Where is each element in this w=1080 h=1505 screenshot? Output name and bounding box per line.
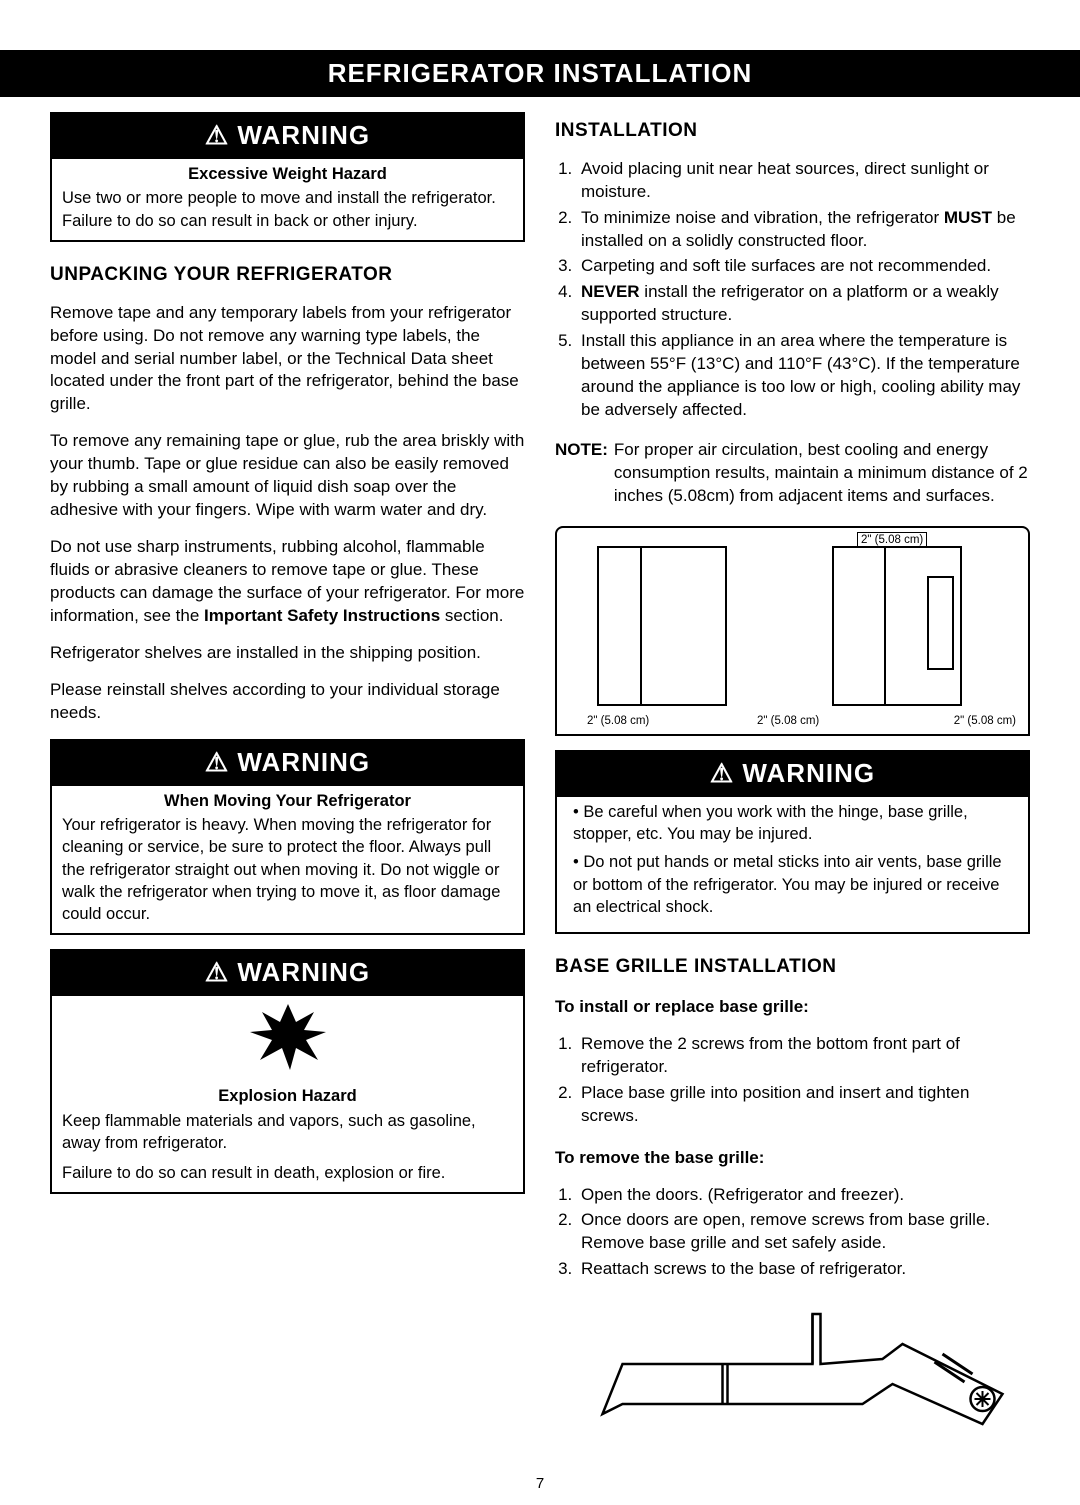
warning-explosion: ⚠ WARNING Explosion Hazard Keep flammabl…: [50, 949, 525, 1194]
text-bold: MUST: [944, 208, 992, 227]
list-item: Once doors are open, remove screws from …: [577, 1209, 1030, 1255]
dimension-label: 2" (5.08 cm): [954, 714, 1016, 730]
warning-header: ⚠ WARNING: [52, 114, 523, 159]
fridge-front-icon: [597, 546, 727, 706]
section-heading-unpacking: UNPACKING YOUR REFRIGERATOR: [50, 262, 525, 288]
body-text: Please reinstall shelves according to yo…: [50, 679, 525, 725]
warning-text: Failure to do so can result in death, ex…: [62, 1162, 513, 1184]
warning-hinge: ⚠ WARNING Be careful when you work with …: [555, 750, 1030, 934]
warning-header: ⚠ WARNING: [52, 741, 523, 786]
warning-text: Use two or more people to move and insta…: [62, 187, 513, 209]
text: To minimize noise and vibration, the ref…: [581, 208, 944, 227]
explosion-icon: [52, 996, 523, 1081]
list-item: To minimize noise and vibration, the ref…: [577, 207, 1030, 253]
text-bold: Important Safety Instructions: [204, 606, 440, 625]
note-text: For proper air circulation, best cooling…: [614, 439, 1030, 508]
warning-bullet: Do not put hands or metal sticks into ai…: [573, 851, 1018, 918]
warning-header: ⚠ WARNING: [52, 951, 523, 996]
content-area: ⚠ WARNING Excessive Weight Hazard Use tw…: [0, 97, 1080, 1464]
section-heading-basegrille: BASE GRILLE INSTALLATION: [555, 954, 1030, 980]
body-text: Do not use sharp instruments, rubbing al…: [50, 536, 525, 628]
list-item: Remove the 2 screws from the bottom fron…: [577, 1033, 1030, 1079]
list-item: Open the doors. (Refrigerator and freeze…: [577, 1184, 1030, 1207]
subheading: To remove the base grille:: [555, 1147, 1030, 1170]
warning-body: Be careful when you work with the hinge,…: [557, 797, 1028, 932]
warning-subtitle: Explosion Hazard: [62, 1085, 513, 1107]
list-item: Carpeting and soft tile surfaces are not…: [577, 255, 1030, 278]
list-item: NEVER install the refrigerator on a plat…: [577, 281, 1030, 327]
text: section.: [440, 606, 503, 625]
subheading: To install or replace base grille:: [555, 996, 1030, 1019]
body-text: Refrigerator shelves are installed in th…: [50, 642, 525, 665]
page-number: 7: [0, 1464, 1080, 1504]
dimension-label: 2" (5.08 cm): [757, 714, 819, 730]
list-item: Install this appliance in an area where …: [577, 330, 1030, 422]
clearance-diagram: 2" (5.08 cm) 2" (5.08 cm) 2" (5.08 cm) 2…: [555, 526, 1030, 736]
warning-excessive-weight: ⚠ WARNING Excessive Weight Hazard Use tw…: [50, 112, 525, 242]
body-text: Remove tape and any temporary labels fro…: [50, 302, 525, 417]
note-label: NOTE:: [555, 439, 608, 508]
list-item: Avoid placing unit near heat sources, di…: [577, 158, 1030, 204]
fridge-side-icon: [832, 546, 962, 706]
warning-header: ⚠ WARNING: [557, 752, 1028, 797]
installation-list: Avoid placing unit near heat sources, di…: [555, 158, 1030, 425]
section-heading-installation: INSTALLATION: [555, 118, 1030, 144]
warning-text: Failure to do so can result in back or o…: [62, 210, 513, 232]
remove-list: Open the doors. (Refrigerator and freeze…: [555, 1184, 1030, 1285]
right-column: INSTALLATION Avoid placing unit near hea…: [555, 112, 1030, 1434]
warning-text: Your refrigerator is heavy. When moving …: [62, 814, 513, 925]
list-item: Reattach screws to the base of refrigera…: [577, 1258, 1030, 1281]
warning-text: Keep flammable materials and vapors, suc…: [62, 1110, 513, 1155]
body-text: To remove any remaining tape or glue, ru…: [50, 430, 525, 522]
page-title-bar: REFRIGERATOR INSTALLATION: [0, 50, 1080, 97]
warning-body: Excessive Weight Hazard Use two or more …: [52, 159, 523, 240]
grille-diagram: [555, 1304, 1030, 1434]
warning-body: When Moving Your Refrigerator Your refri…: [52, 786, 523, 934]
warning-bullet: Be careful when you work with the hinge,…: [573, 801, 1018, 846]
text: install the refrigerator on a platform o…: [581, 282, 999, 324]
warning-subtitle: When Moving Your Refrigerator: [62, 790, 513, 812]
warning-moving: ⚠ WARNING When Moving Your Refrigerator …: [50, 739, 525, 936]
install-list: Remove the 2 screws from the bottom fron…: [555, 1033, 1030, 1131]
dimension-label: 2" (5.08 cm): [587, 714, 649, 730]
warning-body: Explosion Hazard Keep flammable material…: [52, 1081, 523, 1192]
note: NOTE: For proper air circulation, best c…: [555, 439, 1030, 508]
left-column: ⚠ WARNING Excessive Weight Hazard Use tw…: [50, 112, 525, 1434]
list-item: Place base grille into position and inse…: [577, 1082, 1030, 1128]
warning-subtitle: Excessive Weight Hazard: [62, 163, 513, 185]
text-bold: NEVER: [581, 282, 640, 301]
